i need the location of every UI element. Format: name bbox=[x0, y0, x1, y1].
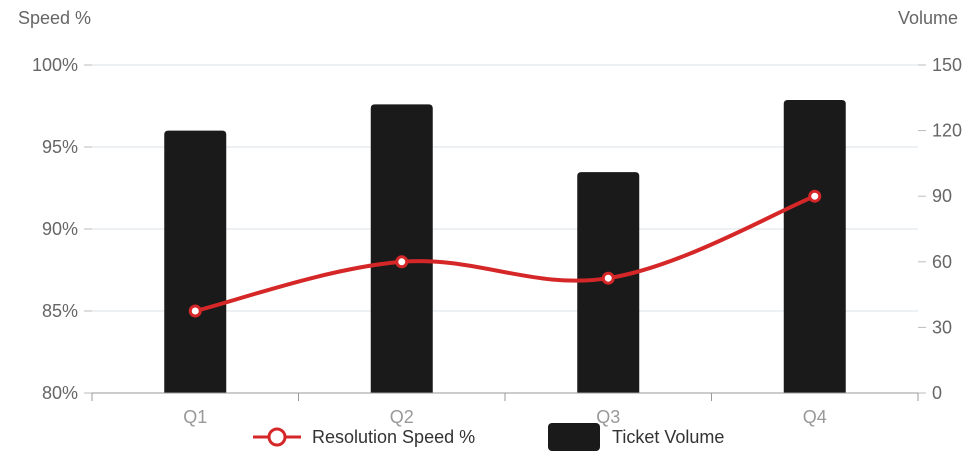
legend: Resolution Speed % Ticket Volume bbox=[253, 423, 724, 451]
y-left-tick-label: 80% bbox=[42, 383, 78, 403]
y-right-tick-label: 90 bbox=[932, 186, 952, 206]
axes: 80% 85% 90% 95% 100% 0 30 60 90 120 150 Q1 Q2 Q3 Q4 bbox=[32, 55, 962, 427]
legend-label-resolution-speed: Resolution Speed % bbox=[312, 427, 475, 447]
line-point-resolution-speed bbox=[808, 189, 822, 203]
y-right-tick-label: 0 bbox=[932, 383, 942, 403]
y-right-tick-label: 150 bbox=[932, 55, 962, 75]
y-left-tick-label: 95% bbox=[42, 137, 78, 157]
grid-lines bbox=[92, 64, 918, 312]
line-point-resolution-speed bbox=[188, 304, 202, 318]
x-category-label: Q2 bbox=[390, 407, 414, 427]
y-left-tick-label: 90% bbox=[42, 219, 78, 239]
legend-label-ticket-volume: Ticket Volume bbox=[612, 427, 724, 447]
legend-bar-swatch bbox=[548, 423, 600, 451]
y-left-tick-label: 100% bbox=[32, 55, 78, 75]
bar-ticket-volume bbox=[370, 104, 433, 394]
bar-ticket-volume bbox=[164, 130, 227, 393]
y-left-axis-title: Speed % bbox=[18, 8, 91, 28]
legend-line-marker bbox=[267, 427, 287, 447]
x-category-label: Q3 bbox=[596, 407, 620, 427]
line-series bbox=[188, 189, 822, 318]
y-right-tick-label: 30 bbox=[932, 317, 952, 337]
x-category-label: Q1 bbox=[183, 407, 207, 427]
y-right-axis-title: Volume bbox=[898, 8, 958, 28]
y-right-tick-label: 60 bbox=[932, 252, 952, 272]
bar-ticket-volume bbox=[783, 99, 846, 393]
y-left-tick-label: 85% bbox=[42, 301, 78, 321]
bar-series bbox=[164, 99, 846, 394]
x-category-label: Q4 bbox=[803, 407, 827, 427]
line-point-resolution-speed bbox=[395, 255, 409, 269]
y-right-tick-label: 120 bbox=[932, 121, 962, 141]
line-point-resolution-speed bbox=[601, 271, 615, 285]
line-resolution-speed bbox=[193, 194, 817, 313]
